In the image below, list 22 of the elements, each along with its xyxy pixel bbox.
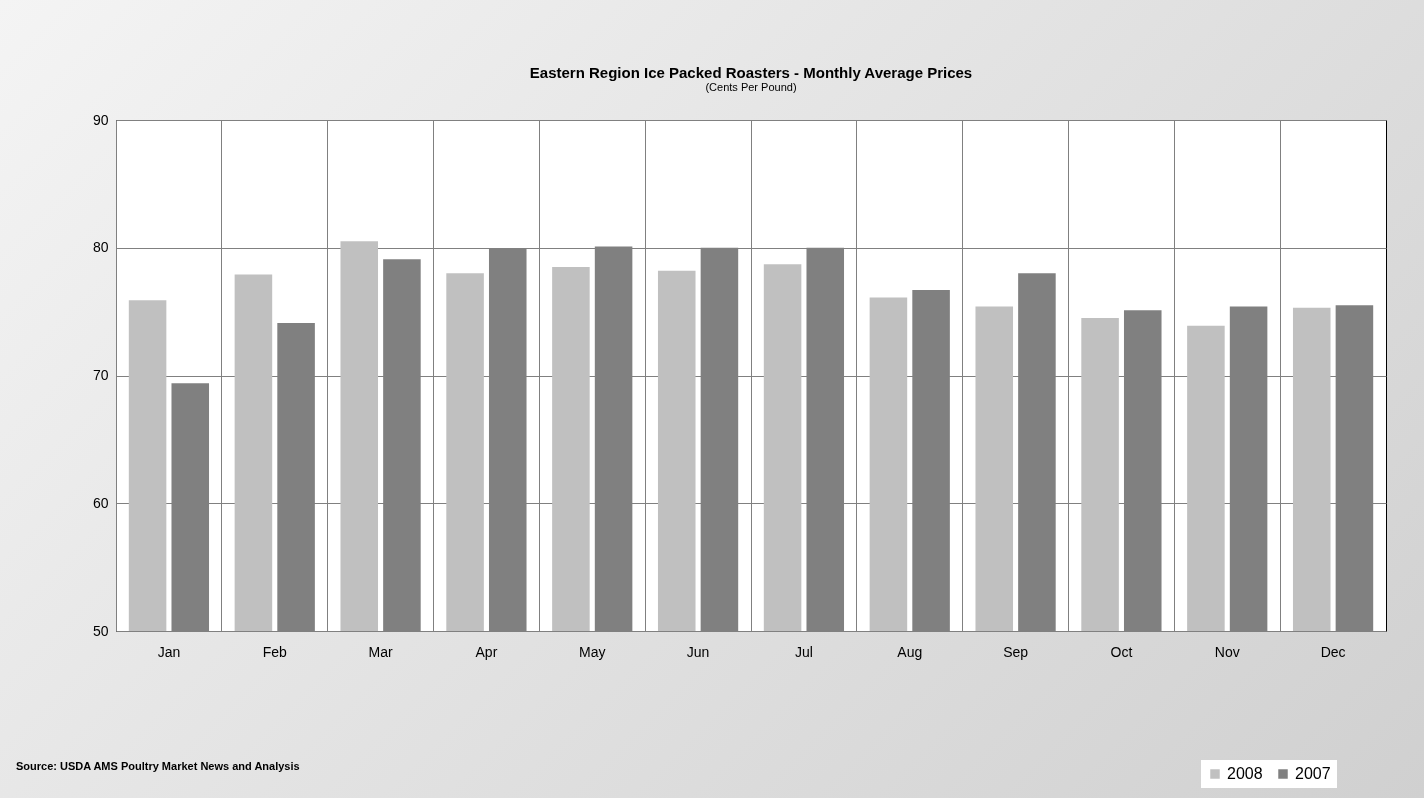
y-tick-label: 60 (92, 494, 109, 511)
source-note: Source: USDA AMS Poultry Market News and Analysis (16, 760, 300, 772)
y-tick-label: 50 (92, 622, 109, 639)
x-tick-label: Jan (157, 643, 181, 660)
x-tick-label: Jun (686, 643, 710, 660)
chart-subtitle: (Cents Per Pound) (705, 81, 797, 93)
x-tick-label: Oct (1110, 643, 1133, 660)
x-tick-label: Aug (897, 643, 923, 660)
y-tick-label: 70 (92, 367, 109, 383)
x-tick-label: Apr (475, 643, 498, 660)
x-tick-label: Feb (262, 643, 288, 660)
chart-title: Eastern Region Ice Packed Roasters - Monthly Average Prices (529, 64, 973, 81)
y-tick-label: 90 (92, 111, 109, 128)
x-tick-label: Nov (1214, 643, 1240, 660)
x-tick-label: Dec (1320, 643, 1346, 660)
x-tick-label: May (579, 643, 606, 660)
x-tick-label: Jul (794, 643, 813, 660)
legend-label: 2008 (1227, 765, 1263, 782)
x-tick-label: Mar (368, 643, 393, 660)
legend-label: 2007 (1295, 765, 1331, 782)
y-tick-label: 80 (92, 239, 109, 256)
x-tick-label: Sep (1003, 643, 1029, 660)
